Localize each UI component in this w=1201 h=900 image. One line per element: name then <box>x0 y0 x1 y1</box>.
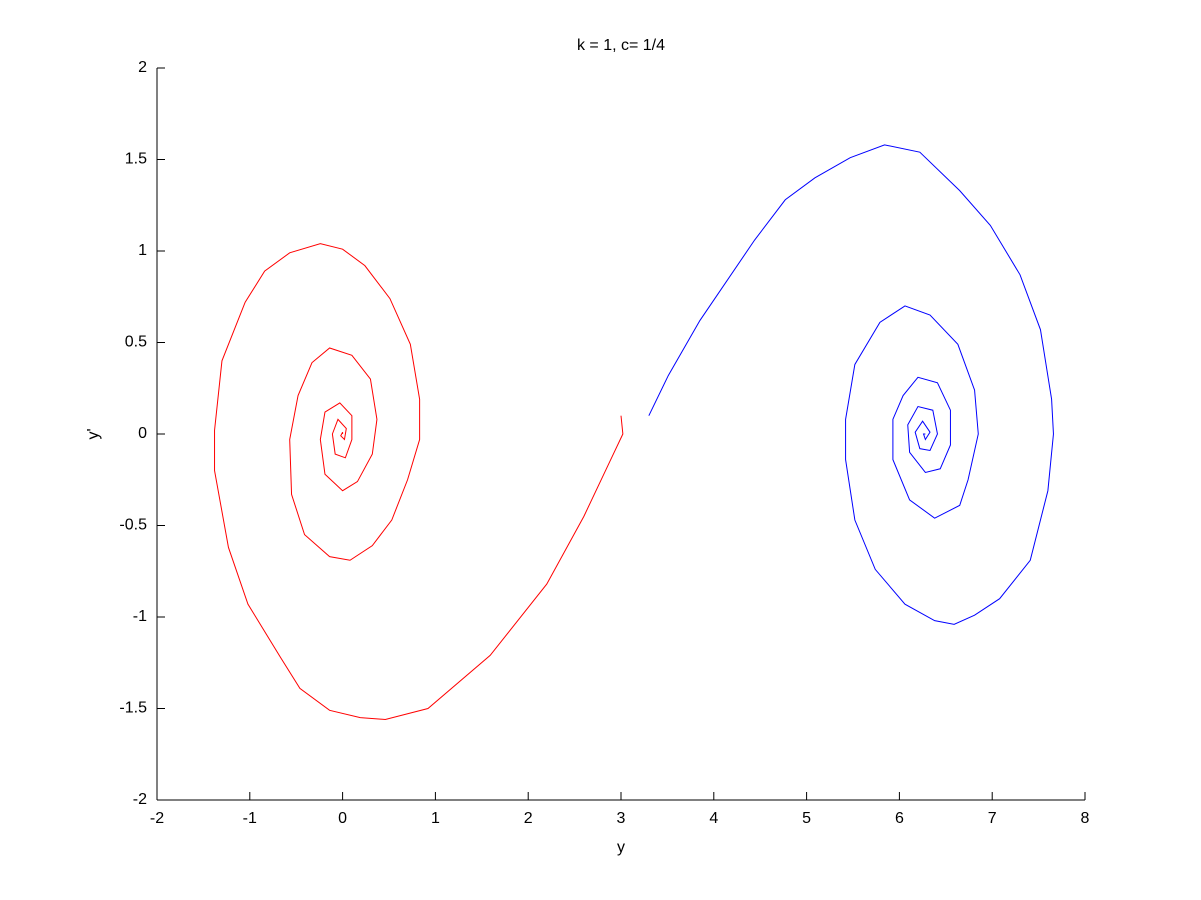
x-tick-label: 7 <box>988 810 997 827</box>
x-tick-label: -1 <box>243 810 257 827</box>
y-tick-label: -1 <box>133 608 147 625</box>
y-tick-label: -1.5 <box>119 700 147 717</box>
x-tick-label: 3 <box>617 810 626 827</box>
y-tick-label: 0.5 <box>125 334 147 351</box>
x-tick-label: 8 <box>1081 810 1090 827</box>
y-tick-label: 2 <box>138 59 147 76</box>
trajectory <box>648 144 1054 625</box>
chart-title: k = 1, c= 1/4 <box>577 37 665 54</box>
trajectory <box>214 243 624 720</box>
x-tick-label: 2 <box>524 810 533 827</box>
x-tick-label: 6 <box>895 810 904 827</box>
x-tick-label: -2 <box>150 810 164 827</box>
y-tick-label: 0 <box>138 425 147 442</box>
y-axis-label: y' <box>85 428 102 439</box>
y-tick-label: 1 <box>138 242 147 259</box>
x-tick-label: 0 <box>338 810 347 827</box>
y-tick-label: 1.5 <box>125 151 147 168</box>
x-tick-label: 5 <box>802 810 811 827</box>
x-axis-label: y <box>617 839 625 856</box>
y-tick-label: -0.5 <box>119 517 147 534</box>
x-tick-label: 4 <box>709 810 718 827</box>
y-tick-label: -2 <box>133 791 147 808</box>
x-tick-label: 1 <box>431 810 440 827</box>
